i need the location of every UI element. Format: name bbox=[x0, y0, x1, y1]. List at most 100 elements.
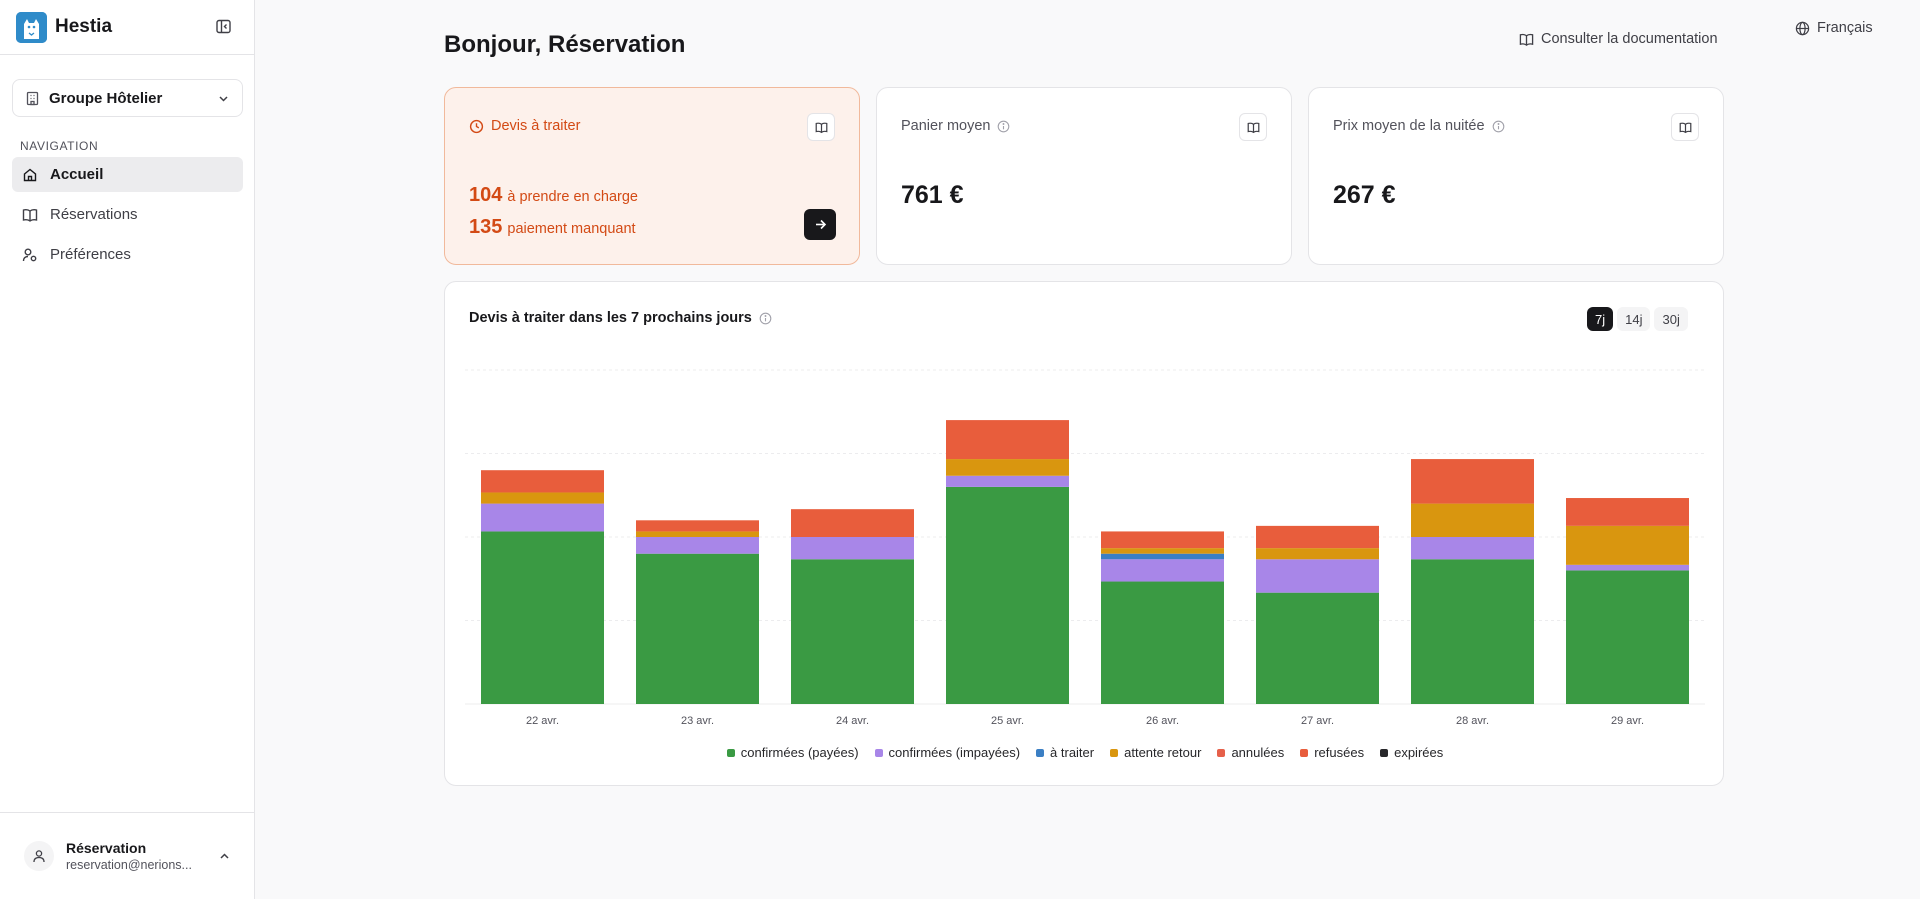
quotes-missing-payment-label: paiement manquant bbox=[507, 221, 636, 237]
chart-bar-segment[interactable] bbox=[791, 559, 914, 704]
legend-swatch bbox=[874, 748, 883, 757]
book-icon bbox=[1247, 122, 1259, 133]
chart-bar-segment[interactable] bbox=[1256, 548, 1379, 560]
range-tab-14j[interactable]: 14j bbox=[1617, 307, 1651, 331]
legend-label: expirées bbox=[1394, 745, 1444, 760]
legend-label: refusées bbox=[1314, 745, 1365, 760]
sidebar-item-preferences[interactable]: Préférences bbox=[12, 237, 243, 272]
chart-bar-segment[interactable] bbox=[791, 537, 914, 560]
chart-bar-segment[interactable] bbox=[1566, 525, 1689, 565]
sidebar-divider bbox=[0, 54, 255, 55]
chart-bar-segment[interactable] bbox=[1101, 531, 1224, 549]
legend-item[interactable]: expirées bbox=[1380, 745, 1443, 760]
sidebar-item-accueil[interactable]: Accueil bbox=[12, 157, 243, 192]
chart-bar-segment[interactable] bbox=[1101, 581, 1224, 704]
range-tab-7j[interactable]: 7j bbox=[1587, 307, 1614, 331]
brand[interactable]: Hestia bbox=[16, 11, 112, 43]
legend-label: confirmées (payées) bbox=[740, 745, 859, 760]
page-title: Bonjour, Réservation bbox=[444, 31, 686, 58]
book-icon bbox=[1519, 33, 1534, 46]
chart-bar-segment[interactable] bbox=[481, 503, 604, 532]
legend-item[interactable]: confirmées (impayées) bbox=[874, 745, 1020, 760]
quotes-doc-button[interactable] bbox=[807, 113, 835, 141]
chart-bar-segment[interactable] bbox=[791, 509, 914, 537]
documentation-link-label: Consulter la documentation bbox=[1541, 31, 1718, 47]
info-icon[interactable] bbox=[1492, 120, 1505, 133]
basket-card-title-text: Panier moyen bbox=[901, 118, 991, 134]
chart-bar-segment[interactable] bbox=[481, 470, 604, 493]
chart-bar-segment[interactable] bbox=[1566, 564, 1689, 571]
legend-swatch bbox=[1217, 748, 1226, 757]
chart-bar-segment[interactable] bbox=[1411, 503, 1534, 537]
group-selector[interactable]: Groupe Hôtelier bbox=[12, 79, 243, 117]
building-icon bbox=[26, 91, 39, 105]
chart-title: Devis à traiter dans les 7 prochains jou… bbox=[469, 310, 772, 326]
language-label: Français bbox=[1817, 20, 1873, 36]
quotes-chart: 22 avr. 23 avr. 24 avr. 25 avr. 26 avr. 27 av… bbox=[465, 369, 1705, 727]
chart-bar-segment[interactable] bbox=[636, 531, 759, 537]
book-icon bbox=[815, 122, 827, 133]
documentation-link[interactable]: Consulter la documentation bbox=[1519, 31, 1718, 47]
app-name: Hestia bbox=[55, 16, 113, 37]
legend-item[interactable]: confirmées (payées) bbox=[726, 745, 859, 760]
legend-swatch bbox=[1380, 748, 1389, 757]
night-price-card-title: Prix moyen de la nuitée bbox=[1333, 118, 1505, 134]
legend-label: attente retour bbox=[1124, 745, 1202, 760]
chart-bar-segment[interactable] bbox=[1101, 559, 1224, 582]
chart-bar-segment[interactable] bbox=[1411, 537, 1534, 560]
sidebar: Hestia Groupe Hôtelier NAVIGATION Accuei… bbox=[0, 0, 255, 899]
chart-bar-segment[interactable] bbox=[1256, 525, 1379, 549]
night-price-doc-button[interactable] bbox=[1671, 113, 1699, 141]
range-tabs: 7j 14j 30j bbox=[1587, 307, 1688, 331]
basket-card-title: Panier moyen bbox=[901, 118, 1010, 134]
chart-bar-segment[interactable] bbox=[1256, 592, 1379, 704]
legend-swatch bbox=[1036, 748, 1045, 757]
chart-bar-segment[interactable] bbox=[946, 459, 1069, 476]
chart-x-tick-label: 22 avr. bbox=[526, 715, 559, 727]
collapse-sidebar-icon[interactable] bbox=[214, 17, 232, 35]
chart-bar-segment[interactable] bbox=[1566, 498, 1689, 526]
chart-bar-segment[interactable] bbox=[1411, 559, 1534, 704]
user-settings-icon bbox=[22, 248, 37, 261]
basket-doc-button[interactable] bbox=[1239, 113, 1267, 141]
sidebar-bottom-divider bbox=[0, 812, 255, 813]
chart-bar-segment[interactable] bbox=[1411, 459, 1534, 504]
range-tab-30j[interactable]: 30j bbox=[1654, 307, 1688, 331]
quotes-missing-payment-stat: 135 paiement manquant bbox=[469, 216, 636, 239]
open-quotes-button[interactable] bbox=[804, 209, 836, 240]
chart-title-text: Devis à traiter dans les 7 prochains jou… bbox=[469, 310, 752, 326]
home-icon bbox=[23, 168, 37, 181]
chart-bar-segment[interactable] bbox=[636, 553, 759, 704]
quotes-card-title-text: Devis à traiter bbox=[491, 118, 581, 134]
user-menu[interactable]: Réservation reservation@nerions... bbox=[12, 830, 243, 882]
sidebar-item-reservations[interactable]: Réservations bbox=[12, 197, 243, 232]
chart-legend: confirmées (payées) confirmées (impayées)… bbox=[445, 745, 1725, 760]
chart-bar-segment[interactable] bbox=[946, 486, 1069, 704]
legend-label: à traiter bbox=[1050, 745, 1095, 760]
chart-bar-segment[interactable] bbox=[946, 420, 1069, 460]
chart-bar-segment[interactable] bbox=[636, 520, 759, 532]
chart-x-tick-label: 26 avr. bbox=[1146, 715, 1179, 727]
chart-bar-segment[interactable] bbox=[946, 475, 1069, 487]
language-switcher[interactable]: Français bbox=[1795, 20, 1873, 36]
info-icon[interactable] bbox=[759, 312, 772, 325]
basket-value: 761 € bbox=[901, 181, 964, 209]
user-info: Réservation reservation@nerions... bbox=[66, 839, 206, 874]
chart-bar-segment[interactable] bbox=[1256, 559, 1379, 593]
quotes-chart-card: 22 avr. 23 avr. 24 avr. 25 avr. 26 avr. 27 av… bbox=[444, 281, 1724, 786]
basket-card: Panier moyen 761 € bbox=[876, 87, 1292, 265]
info-icon[interactable] bbox=[997, 120, 1010, 133]
legend-item[interactable]: attente retour bbox=[1110, 745, 1201, 760]
hestia-logo-icon bbox=[16, 11, 47, 43]
chart-bar-segment[interactable] bbox=[1101, 548, 1224, 554]
legend-item[interactable]: à traiter bbox=[1036, 745, 1094, 760]
chart-bar-segment[interactable] bbox=[1566, 570, 1689, 704]
chart-bar-segment[interactable] bbox=[636, 537, 759, 554]
night-price-value: 267 € bbox=[1333, 181, 1396, 209]
night-price-card: Prix moyen de la nuitée 267 € bbox=[1308, 87, 1724, 265]
chart-bar-segment[interactable] bbox=[481, 492, 604, 504]
legend-item[interactable]: annulées bbox=[1217, 745, 1284, 760]
chart-bar-segment[interactable] bbox=[1101, 553, 1224, 560]
chart-bar-segment[interactable] bbox=[481, 531, 604, 704]
legend-item[interactable]: refusées bbox=[1300, 745, 1364, 760]
